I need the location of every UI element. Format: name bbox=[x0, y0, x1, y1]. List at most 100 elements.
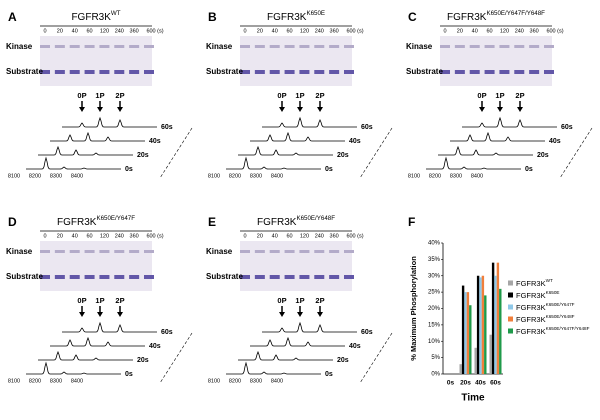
kinase-band bbox=[484, 45, 495, 48]
bar bbox=[466, 292, 470, 374]
mz-tick-label: 8400 bbox=[71, 378, 83, 384]
trace-time: 20s bbox=[137, 357, 149, 364]
lane-label: 600 (s) bbox=[146, 233, 163, 239]
kinase-band bbox=[269, 45, 280, 48]
panel-title: FGFR3KK650E/Y647F bbox=[57, 215, 135, 228]
kinase-band bbox=[54, 250, 65, 253]
lane-label: 60 bbox=[487, 28, 493, 34]
peak-label: 1P bbox=[95, 296, 104, 305]
substrate-band bbox=[84, 70, 95, 74]
text-superscript: K650E/Y648F bbox=[546, 314, 575, 319]
lane-label: 20 bbox=[57, 28, 63, 34]
kinase-band bbox=[99, 45, 110, 48]
trace-time: 20s bbox=[337, 357, 349, 364]
substrate-band bbox=[529, 70, 540, 74]
gel bbox=[40, 241, 152, 291]
lane-label: 40 bbox=[272, 233, 278, 239]
bar bbox=[474, 347, 477, 374]
substrate-band bbox=[114, 275, 125, 279]
ms-trace bbox=[238, 145, 333, 156]
ms-trace bbox=[226, 156, 321, 170]
kinase-band bbox=[329, 45, 340, 48]
kinase-band bbox=[529, 45, 540, 48]
lane-label: 360 bbox=[130, 233, 139, 239]
peak-label: 0P bbox=[477, 91, 486, 100]
mz-tick-label: 8200 bbox=[29, 378, 41, 384]
substrate-band bbox=[54, 70, 65, 74]
mz-tick-label: 8100 bbox=[8, 173, 20, 179]
legend-entry: FGFR3KWT bbox=[516, 278, 553, 288]
substrate-label: Substrate bbox=[206, 272, 243, 281]
y-tick-label: 30% bbox=[428, 273, 441, 279]
substrate-band bbox=[129, 275, 140, 279]
text-base: FGFR3K bbox=[516, 291, 546, 300]
trace-time: 40s bbox=[149, 343, 161, 350]
x-tick-label: 40s bbox=[475, 380, 486, 387]
trace-time: 60s bbox=[361, 329, 373, 336]
y-tick-label: 15% bbox=[428, 322, 441, 328]
substrate-band bbox=[284, 275, 295, 279]
kinase-label: Kinase bbox=[6, 247, 33, 256]
text-base: FGFR3K bbox=[447, 12, 487, 23]
bar bbox=[481, 275, 485, 374]
peak-label: 0P bbox=[277, 296, 286, 305]
substrate-band bbox=[314, 70, 325, 74]
lane-label: 40 bbox=[472, 28, 478, 34]
substrate-band bbox=[269, 275, 280, 279]
substrate-band bbox=[99, 275, 110, 279]
lane-label: 0 bbox=[243, 28, 246, 34]
kinase-band bbox=[40, 45, 50, 48]
peak-label: 2P bbox=[315, 91, 324, 100]
mz-tick-label: 8200 bbox=[29, 173, 41, 179]
x-tick-label: 0s bbox=[447, 380, 455, 387]
bar bbox=[496, 262, 500, 374]
substrate-band bbox=[329, 70, 340, 74]
substrate-band bbox=[254, 70, 265, 74]
kinase-band bbox=[344, 250, 354, 253]
mz-tick-label: 8400 bbox=[71, 173, 83, 179]
lane-label: 600 (s) bbox=[146, 28, 163, 34]
bar bbox=[469, 305, 472, 374]
peak-label: 1P bbox=[295, 91, 304, 100]
text-base: FGFR3K bbox=[57, 217, 97, 228]
panel-title: FGFR3KWT bbox=[71, 10, 120, 23]
arrow-head bbox=[117, 107, 123, 112]
legend-swatch bbox=[508, 328, 513, 334]
legend-entry: FGFR3KK650E/Y647F bbox=[516, 302, 575, 312]
arrow-head bbox=[297, 312, 303, 317]
substrate-band bbox=[469, 70, 480, 74]
substrate-band bbox=[329, 275, 340, 279]
legend-swatch bbox=[508, 316, 513, 322]
lane-label: 240 bbox=[315, 233, 324, 239]
lane-label: 0 bbox=[43, 28, 46, 34]
legend-swatch bbox=[508, 280, 513, 286]
substrate-band bbox=[344, 70, 354, 74]
ms-trace bbox=[438, 145, 533, 156]
kinase-band bbox=[69, 45, 80, 48]
panel-letter: D bbox=[8, 215, 17, 229]
trace-time: 40s bbox=[349, 138, 361, 145]
bar bbox=[499, 288, 502, 374]
ms-trace bbox=[238, 350, 333, 361]
y-tick-label: 35% bbox=[428, 257, 441, 263]
ms-trace bbox=[426, 156, 521, 170]
kinase-band bbox=[284, 250, 295, 253]
mz-tick-label: 8100 bbox=[408, 173, 420, 179]
substrate-band bbox=[344, 275, 354, 279]
peak-label: 2P bbox=[115, 296, 124, 305]
legend-entry: FGFR3KK650E/Y648F bbox=[516, 314, 575, 324]
ms-trace bbox=[62, 321, 157, 333]
ms-trace bbox=[250, 131, 345, 142]
lane-label: 0 bbox=[43, 233, 46, 239]
bar bbox=[476, 275, 480, 374]
panel-title: FGFR3KK650E/Y647F/Y648F bbox=[447, 10, 545, 23]
ms-trace bbox=[26, 361, 121, 375]
trace-time: 60s bbox=[161, 329, 173, 336]
trace-time: 0s bbox=[525, 166, 533, 173]
text-base: FGFR3K bbox=[516, 315, 546, 324]
mz-tick-label: 8400 bbox=[471, 173, 483, 179]
substrate-band bbox=[299, 275, 310, 279]
mz-tick-label: 8200 bbox=[229, 378, 241, 384]
mz-tick-label: 8100 bbox=[8, 378, 20, 384]
